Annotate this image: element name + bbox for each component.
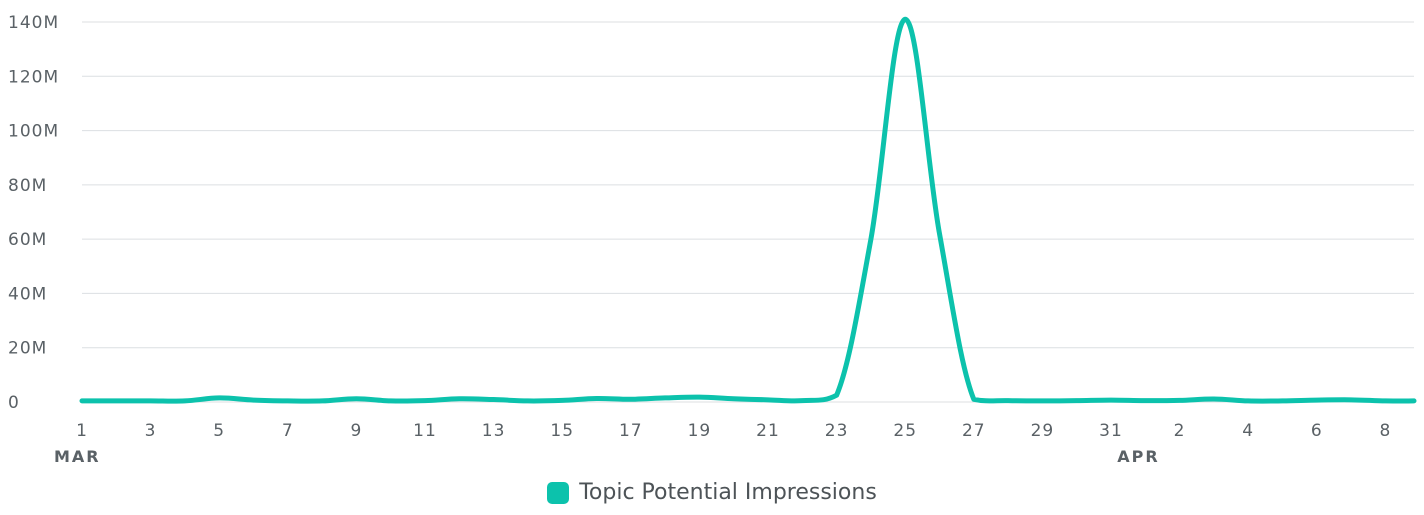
grid-lines — [82, 21, 1414, 403]
x-tick-label: 7 — [282, 421, 294, 441]
x-tick-label: 23 — [825, 421, 849, 441]
series-layer — [79, 16, 1417, 404]
x-tick-label: 21 — [756, 421, 780, 441]
y-tick-label: 60M — [8, 230, 47, 250]
x-tick-label: 1 — [76, 421, 88, 441]
x-tick-label: 29 — [1031, 421, 1055, 441]
x-tick-label: 2 — [1174, 421, 1186, 441]
y-tick-label: 0 — [8, 393, 20, 413]
x-tick-label: 4 — [1242, 421, 1254, 441]
x-tick-label: 17 — [619, 421, 643, 441]
x-tick-label: 9 — [350, 421, 362, 441]
series-line-topic-potential-impressions[interactable] — [79, 16, 1417, 404]
legend-item-topic-potential-impressions[interactable]: Topic Potential Impressions — [547, 480, 877, 505]
x-tick-label: 3 — [145, 421, 157, 441]
x-tick-label: 5 — [213, 421, 225, 441]
legend: Topic Potential Impressions — [0, 480, 1424, 505]
y-tick-label: 40M — [8, 284, 47, 304]
x-tick-label: 25 — [893, 421, 917, 441]
month-label: APR — [1117, 447, 1159, 466]
x-tick-label: 31 — [1099, 421, 1123, 441]
x-tick-label: 27 — [962, 421, 986, 441]
y-axis-ticks: 0 20M 40M 60M 80M 100M 120M 140M — [8, 13, 59, 413]
month-label: MAR — [54, 447, 101, 466]
x-tick-label: 6 — [1311, 421, 1323, 441]
y-tick-label: 120M — [8, 67, 59, 87]
legend-label: Topic Potential Impressions — [579, 480, 877, 505]
month-labels: MAR APR — [54, 447, 1159, 466]
y-tick-label: 140M — [8, 13, 59, 33]
y-tick-label: 80M — [8, 176, 47, 196]
x-axis-ticks: 1 3 5 7 9 11 13 15 17 19 21 23 25 27 29 31 2 4 6 8 — [76, 421, 1391, 441]
y-tick-label: 100M — [8, 122, 59, 142]
x-tick-label: 11 — [413, 421, 437, 441]
legend-swatch — [547, 481, 570, 504]
x-tick-label: 19 — [688, 421, 712, 441]
x-tick-label: 13 — [482, 421, 506, 441]
x-tick-label: 8 — [1379, 421, 1391, 441]
y-tick-label: 20M — [8, 339, 47, 359]
x-tick-label: 15 — [550, 421, 574, 441]
